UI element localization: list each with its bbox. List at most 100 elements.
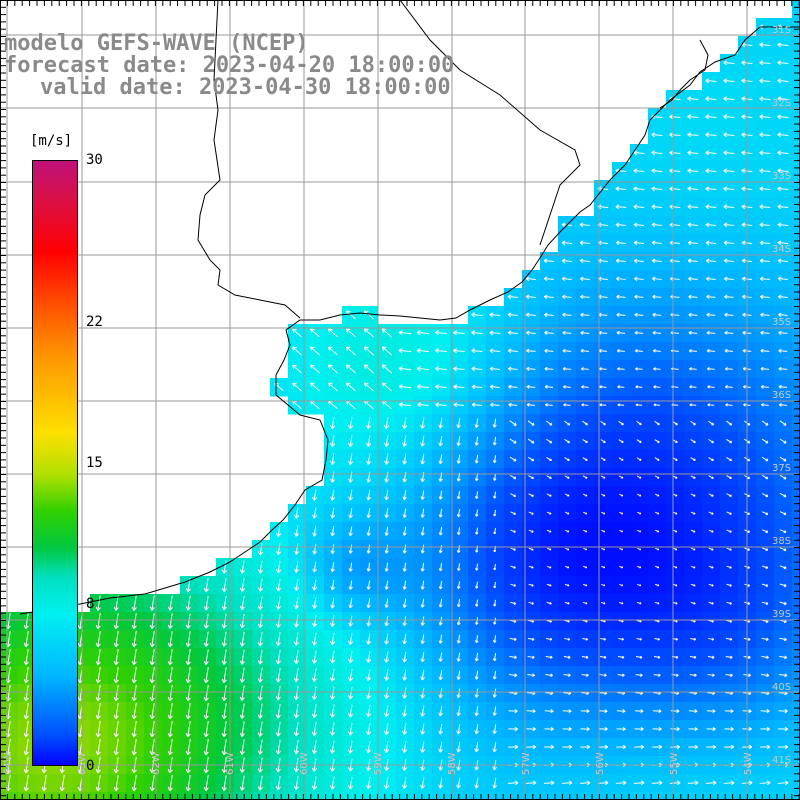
wind-arrow <box>725 637 733 641</box>
wind-arrow <box>366 508 371 519</box>
wind-arrow <box>601 547 606 551</box>
wind-arrow <box>456 563 461 571</box>
wind-arrow <box>239 667 245 683</box>
wind-arrow <box>563 673 571 677</box>
wind-arrow <box>330 544 335 555</box>
wind-arrow <box>275 596 282 610</box>
wind-arrow <box>366 526 371 536</box>
wind-arrow <box>438 777 444 789</box>
wind-arrow <box>687 204 699 210</box>
wind-arrow <box>489 384 500 390</box>
lon-label: 55W <box>669 752 680 775</box>
wind-arrow <box>257 560 264 574</box>
wind-arrow <box>402 633 407 645</box>
wind-arrow <box>221 560 227 574</box>
wind-arrow <box>669 150 681 156</box>
wind-arrow <box>23 775 29 792</box>
wind-arrow <box>526 709 536 714</box>
wind-arrow <box>652 276 662 281</box>
wind-arrow <box>688 726 698 732</box>
wind-arrow <box>435 384 447 390</box>
lon-label: 62W <box>151 752 162 775</box>
wind-arrow <box>311 686 317 700</box>
wind-arrow <box>652 312 662 317</box>
wind-arrow <box>581 385 589 389</box>
legend-tick-label: 22 <box>86 313 103 330</box>
wind-arrow <box>366 417 372 430</box>
lon-label: 61W <box>225 752 236 775</box>
wind-arrow <box>543 276 554 282</box>
wind-arrow <box>185 685 191 702</box>
wind-arrow <box>489 366 500 372</box>
wind-arrow <box>633 204 645 210</box>
wind-arrow <box>726 547 732 551</box>
wind-arrow <box>582 475 588 479</box>
wind-arrow <box>526 402 536 407</box>
lagoon-outline <box>659 39 709 109</box>
wind-arrow <box>615 240 626 246</box>
wind-arrow <box>438 580 443 590</box>
wind-arrow <box>670 709 680 714</box>
wind-arrow <box>293 614 300 628</box>
wind-arrow <box>672 583 678 587</box>
wind-arrow <box>759 240 771 246</box>
ocean-cell <box>0 792 19 800</box>
wind-arrow <box>616 330 626 335</box>
ocean-cell <box>792 306 800 325</box>
wind-arrow <box>420 616 425 626</box>
wind-arrow <box>562 294 572 299</box>
wind-arrow <box>312 561 317 573</box>
wind-arrow <box>562 312 572 317</box>
wind-arrow <box>310 364 320 374</box>
wind-arrow <box>778 348 788 353</box>
wind-arrow <box>312 543 317 555</box>
wind-arrow <box>345 364 356 374</box>
wind-arrow <box>528 493 534 497</box>
wind-arrow <box>348 562 353 572</box>
wind-arrow <box>456 527 461 536</box>
ocean-cell <box>792 396 800 415</box>
wind-arrow <box>294 525 300 537</box>
wind-arrow <box>348 507 353 519</box>
wind-arrow <box>688 312 698 317</box>
wind-arrow <box>384 741 390 754</box>
wind-arrow <box>688 348 697 353</box>
wind-arrow <box>489 312 501 318</box>
wind-arrow <box>726 529 732 533</box>
wind-arrow <box>600 619 606 623</box>
wind-arrow <box>635 673 643 677</box>
wind-arrow <box>634 744 644 750</box>
wind-arrow <box>525 330 536 335</box>
wind-arrow <box>239 739 245 755</box>
model-title: modelo GEFS-WAVE (NCEP) <box>4 31 309 56</box>
wind-arrow <box>725 673 733 677</box>
wind-arrow <box>508 709 518 714</box>
wind-arrow <box>760 312 770 317</box>
wind-arrow <box>528 601 534 605</box>
wind-arrow <box>690 420 696 426</box>
wind-arrow <box>777 240 789 246</box>
wind-arrow <box>759 222 771 228</box>
wind-arrow <box>398 330 412 336</box>
ocean-cell <box>774 792 793 800</box>
wind-arrow <box>257 649 263 665</box>
wind-arrow <box>672 529 678 533</box>
wind-arrow <box>619 547 624 551</box>
wind-arrow <box>384 651 390 663</box>
wind-arrow <box>492 724 497 735</box>
wind-arrow <box>384 417 390 430</box>
wind-arrow <box>689 403 697 407</box>
wind-arrow <box>456 418 461 429</box>
wind-arrow <box>366 687 372 700</box>
wind-arrow <box>544 726 554 732</box>
wind-arrow <box>95 595 101 611</box>
ocean-cell <box>522 792 541 800</box>
wind-arrow <box>779 438 787 444</box>
ocean-cell <box>792 54 800 73</box>
wind-arrow <box>347 686 354 700</box>
wind-arrow <box>777 294 788 299</box>
wind-arrow <box>239 721 245 737</box>
wind-arrow <box>420 526 425 536</box>
wind-arrow <box>777 222 789 228</box>
